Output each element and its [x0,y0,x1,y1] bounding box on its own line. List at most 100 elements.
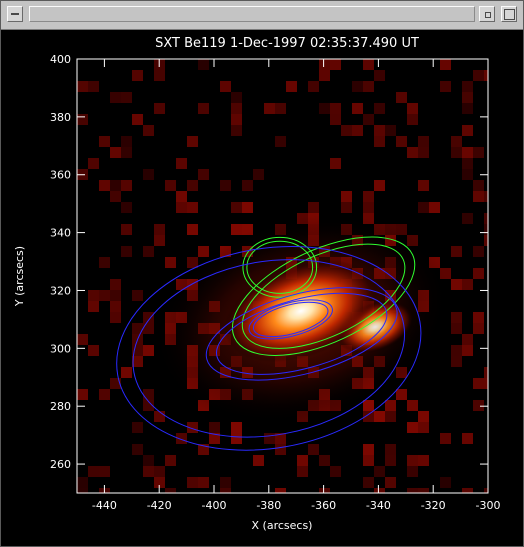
noise-pixel [77,389,88,400]
window-titlebar[interactable] [1,1,523,30]
green-contour [246,240,314,294]
y-tick-label: 340 [50,227,71,240]
noise-pixel [231,422,242,433]
noise-pixel [396,224,407,235]
noise-pixel [451,147,462,158]
noise-pixel [132,290,143,301]
noise-pixel [275,136,286,147]
noise-pixel [473,147,484,158]
noise-pixel [352,81,363,92]
plot-title: SXT Be119 1-Dec-1997 02:35:37.490 UT [155,36,419,51]
noise-pixel [385,477,396,488]
maximize-button[interactable] [501,6,517,22]
noise-pixel [341,202,352,213]
noise-pixel [77,114,88,125]
noise-pixel [385,455,396,466]
noise-pixel [308,444,319,455]
noise-pixel [220,180,231,191]
noise-pixel [462,334,473,345]
noise-pixel [462,125,473,136]
noise-pixel [198,59,209,70]
noise-pixel [407,488,418,493]
noise-pixel [330,158,341,169]
noise-pixel [110,378,121,389]
noise-pixel [407,466,418,477]
noise-pixel [121,147,132,158]
noise-pixel [121,246,132,257]
noise-pixel [220,81,231,92]
noise-pixel [143,323,154,334]
noise-pixel [363,191,374,202]
noise-pixel [242,180,253,191]
maximize-icon [504,9,515,20]
noise-pixel [99,136,110,147]
noise-pixel [198,103,209,114]
x-tick-label: -320 [421,499,446,512]
noise-pixel [275,444,286,455]
minimize-button[interactable] [479,6,495,22]
noise-pixel [77,81,88,92]
noise-pixel [99,389,110,400]
x-tick-label: -420 [147,499,172,512]
noise-pixel [143,466,154,477]
image-area [77,59,488,493]
noise-pixel [429,202,440,213]
minimize-icon [485,12,491,18]
noise-pixel [242,224,253,235]
noise-pixel [110,312,121,323]
noise-pixel [231,202,242,213]
y-tick-label: 400 [50,53,71,66]
emission-core [224,259,378,363]
green-contour [241,243,406,349]
noise-pixel [110,290,121,301]
solar-image-plot: SXT Be119 1-Dec-1997 02:35:37.490 UT X (… [13,36,500,532]
noise-pixel [484,488,488,493]
noise-pixel [143,312,154,323]
noise-pixel [407,400,418,411]
window-title-bar[interactable] [29,6,475,22]
noise-pixel [330,103,341,114]
blue-contour [252,301,329,338]
noise-pixel [418,202,429,213]
blue-contour [116,245,422,451]
noise-pixel [110,279,121,290]
noise-pixel [187,477,198,488]
noise-pixel [374,411,385,422]
noise-pixel [231,114,242,125]
noise-pixel [99,290,110,301]
noise-pixel [319,103,330,114]
noise-pixel [407,147,418,158]
noise-pixel [363,59,374,70]
noise-pixel [121,367,132,378]
noise-pixel [440,433,451,444]
noise-pixel [143,169,154,180]
x-tick-label: -340 [366,499,391,512]
noise-pixel [231,103,242,114]
noise-pixel [297,455,308,466]
window-menu-button[interactable] [7,6,23,22]
noise-pixel [440,477,451,488]
noise-pixel [462,158,473,169]
blue-contour [205,287,398,381]
noise-pixel [451,312,462,323]
noise-pixel [363,81,374,92]
noise-pixel [308,202,319,213]
x-tick-label: -360 [311,499,336,512]
plot-frame [76,58,489,494]
x-axis-label: X (arcsecs) [252,519,313,532]
noise-pixel [176,158,187,169]
noise-pixel [484,235,488,246]
noise-pixel [363,400,374,411]
blue-contour [132,259,406,438]
noise-pixel [473,180,484,191]
noise-pixel [154,477,165,488]
noise-pixel [473,378,484,389]
noise-pixel [176,202,187,213]
noise-pixel [418,455,429,466]
noise-pixel [374,180,385,191]
noise-pixel [88,345,99,356]
noise-pixel [253,455,264,466]
noise-pixel [374,103,385,114]
noise-pixel [451,345,462,356]
